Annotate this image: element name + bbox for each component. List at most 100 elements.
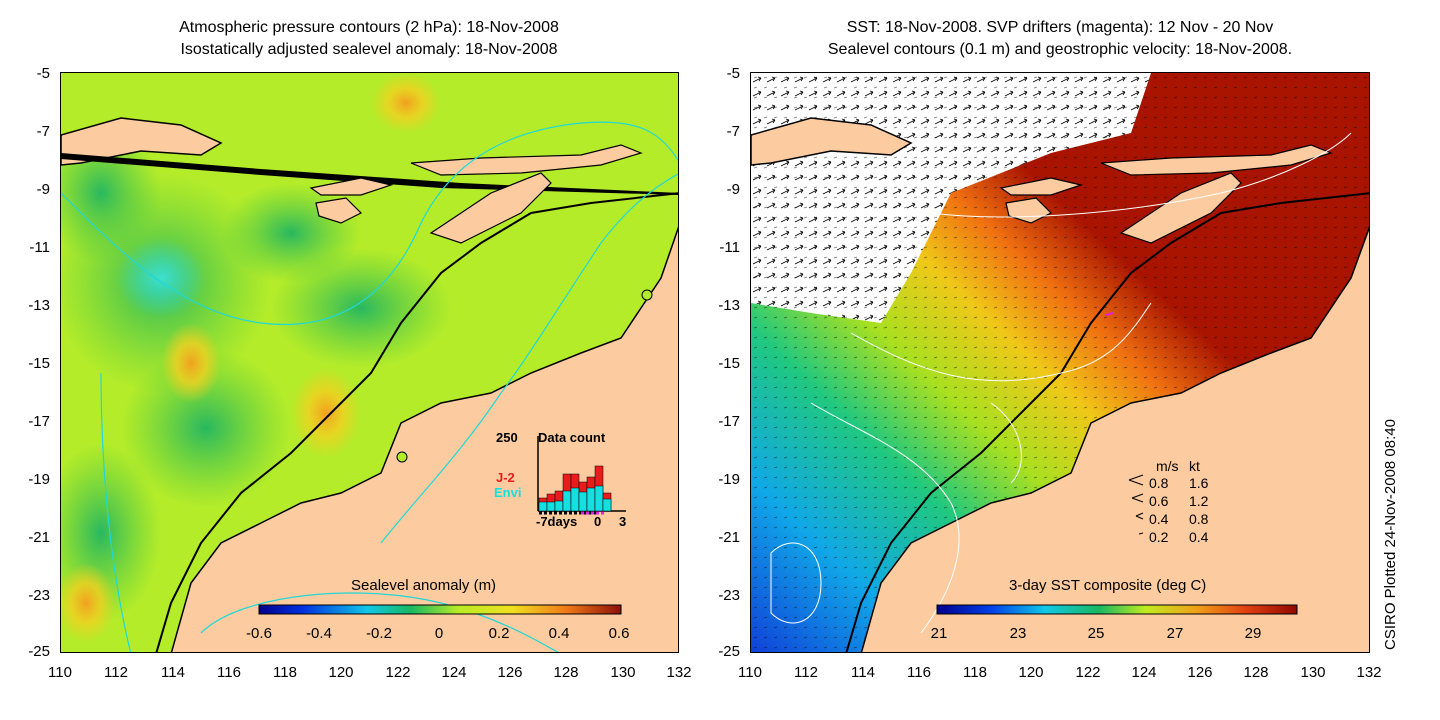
sla-colorbar-label: Sealevel anomaly (m) bbox=[351, 577, 497, 594]
pressure-contour-2 bbox=[100, 372, 132, 652]
velocity-legend-kt: 1.6 bbox=[1189, 475, 1209, 491]
velocity-arrow-0.2 bbox=[1138, 532, 1144, 535]
y-tick: -5 bbox=[36, 65, 50, 82]
y-tick: -13 bbox=[28, 297, 50, 314]
y-tick: -23 bbox=[28, 587, 50, 604]
x-tick: 114 bbox=[161, 664, 185, 681]
sla-colorbar-tick: -0.4 bbox=[306, 625, 332, 642]
sumba-island bbox=[315, 197, 363, 224]
sst-map: m/s kt 0.8 1.6 0.6 1.2 0.4 0.8 0.2 0.4 3… bbox=[750, 72, 1370, 653]
x-tick: 118 bbox=[963, 664, 987, 681]
y-tick: -9 bbox=[726, 181, 740, 198]
y-tick: -19 bbox=[28, 471, 50, 488]
x-tick: 120 bbox=[1018, 664, 1044, 681]
y-tick: -21 bbox=[718, 529, 740, 546]
x-tick: 130 bbox=[610, 664, 636, 681]
sla-low-mid bbox=[271, 248, 451, 368]
sst-colorbar-label: 3-day SST composite (deg C) bbox=[1009, 577, 1207, 594]
inset-series-j2: J-2 bbox=[496, 470, 515, 485]
timor-island bbox=[429, 172, 552, 244]
island-chain-line bbox=[61, 153, 678, 195]
y-tick: -9 bbox=[36, 181, 50, 198]
x-tick: 124 bbox=[441, 664, 467, 681]
sla-low-center bbox=[116, 238, 206, 318]
station-marker bbox=[396, 451, 408, 463]
x-tick: 132 bbox=[1356, 664, 1382, 681]
y-tick: -11 bbox=[29, 239, 50, 256]
velocity-legend-header-kt: kt bbox=[1189, 458, 1200, 474]
y-tick: -15 bbox=[718, 355, 740, 372]
sealevel-contour bbox=[850, 302, 1152, 382]
velocity-legend-kt: 0.4 bbox=[1189, 529, 1209, 545]
velocity-arrow-0.4 bbox=[1135, 512, 1144, 520]
velocity-legend-kt: 0.8 bbox=[1189, 511, 1209, 527]
x-tick: 110 bbox=[738, 664, 762, 681]
x-tick: 112 bbox=[794, 664, 818, 681]
x-tick: 128 bbox=[553, 664, 579, 681]
y-tick: -11 bbox=[719, 239, 740, 256]
y-tick: -21 bbox=[28, 529, 50, 546]
sla-low-south bbox=[121, 348, 291, 508]
inset-title: Data count bbox=[538, 430, 606, 445]
pressure-contour-3 bbox=[200, 592, 559, 652]
velocity-legend-kt: 1.2 bbox=[1189, 493, 1209, 509]
sst-colorbar-tick: 23 bbox=[1009, 625, 1027, 642]
sla-high-3 bbox=[371, 73, 441, 133]
flores-island bbox=[1100, 144, 1333, 176]
y-tick: -15 bbox=[28, 355, 50, 372]
pressure-contour-4 bbox=[380, 173, 678, 544]
y-tick: -5 bbox=[726, 65, 740, 82]
x-tick: 128 bbox=[1243, 664, 1269, 681]
sealevel-map-svg bbox=[61, 73, 678, 652]
inset-bars bbox=[537, 436, 626, 515]
sealevel-contour bbox=[770, 542, 822, 624]
y-tick: -7 bbox=[726, 123, 740, 140]
x-tick: 116 bbox=[907, 664, 931, 681]
inset-x-right: 3 bbox=[619, 514, 627, 529]
left-title-line2: Isostatically adjusted sealevel anomaly:… bbox=[180, 41, 558, 58]
right-title-line1: SST: 18-Nov-2008. SVP drifters (magenta)… bbox=[846, 19, 1274, 36]
x-tick: 126 bbox=[1187, 664, 1213, 681]
sst-colorbar bbox=[936, 604, 1298, 615]
y-tick: -7 bbox=[36, 123, 50, 140]
velocity-arrow-0.8 bbox=[1128, 474, 1144, 486]
velocity-legend-ms: 0.2 bbox=[1149, 529, 1169, 545]
sla-high-2 bbox=[291, 368, 361, 458]
y-tick: -17 bbox=[28, 413, 50, 430]
velocity-legend-ms: 0.6 bbox=[1149, 493, 1169, 509]
x-tick: 122 bbox=[1075, 664, 1101, 681]
x-tick: 114 bbox=[851, 664, 875, 681]
sealevel-contour bbox=[930, 132, 1352, 218]
sla-colorbar-tick: 0.4 bbox=[548, 625, 570, 642]
inset-series-envi: Envi bbox=[494, 485, 522, 500]
y-tick: -25 bbox=[718, 643, 740, 660]
shelf-break bbox=[155, 192, 678, 652]
x-tick: 124 bbox=[1131, 664, 1157, 681]
flores-island bbox=[410, 144, 643, 176]
svp-drifter-track bbox=[1105, 312, 1114, 316]
sealevel-anomaly-map: 250 Data count J-2 Envi bbox=[60, 72, 679, 653]
data-count-inset: 250 Data count J-2 Envi bbox=[486, 428, 636, 529]
x-tick: 122 bbox=[385, 664, 411, 681]
y-tick: -17 bbox=[718, 413, 740, 430]
x-tick: 130 bbox=[1300, 664, 1326, 681]
x-tick: 116 bbox=[217, 664, 241, 681]
sealevel-contour bbox=[810, 402, 960, 634]
sla-colorbar-tick: -0.6 bbox=[246, 625, 272, 642]
sumbawa-island bbox=[309, 177, 394, 196]
java-island bbox=[751, 117, 913, 166]
sla-colorbar-tick: 0.6 bbox=[608, 625, 630, 642]
y-tick: -25 bbox=[28, 643, 50, 660]
y-tick: -19 bbox=[718, 471, 740, 488]
java-island bbox=[61, 117, 223, 166]
inset-x-zero: 0 bbox=[594, 514, 602, 529]
australia-land bbox=[860, 226, 1369, 652]
sealevel-contour bbox=[990, 402, 1022, 484]
sst-colorbar-tick: 25 bbox=[1087, 625, 1105, 642]
right-title-line2: Sealevel contours (0.1 m) and geostrophi… bbox=[827, 41, 1293, 58]
left-title-line1: Atmospheric pressure contours (2 hPa): 1… bbox=[179, 19, 559, 36]
sla-high-1 bbox=[161, 323, 221, 403]
velocity-legend-ms: 0.8 bbox=[1149, 475, 1169, 491]
y-tick: -23 bbox=[718, 587, 740, 604]
inset-max-label: 250 bbox=[496, 430, 518, 445]
